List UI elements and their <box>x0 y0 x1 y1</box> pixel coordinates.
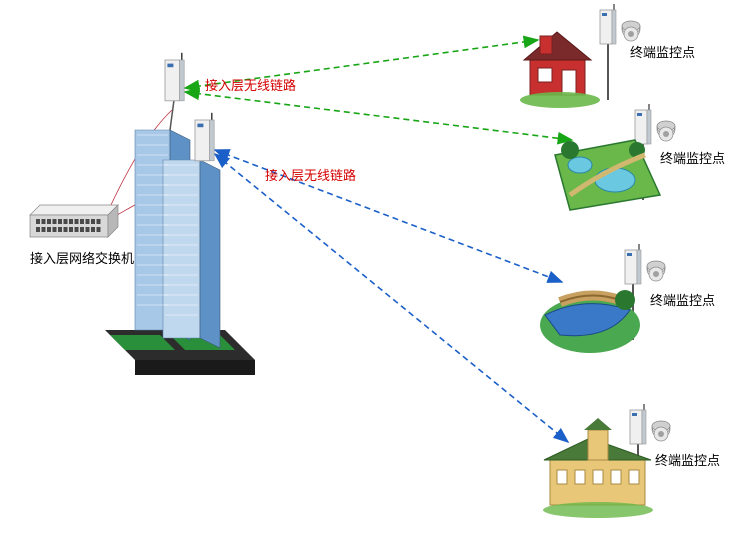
endpoint-1 <box>520 4 640 108</box>
wireless-links-blue <box>215 150 568 442</box>
switch-label: 接入层网络交换机 <box>30 248 134 267</box>
endpoint-label-4: 终端监控点 <box>655 450 720 469</box>
blue-link-label: 接入层无线链路 <box>265 165 356 184</box>
central-building <box>105 100 255 375</box>
endpoint-label-1: 终端监控点 <box>630 42 695 61</box>
endpoint-3 <box>540 244 665 353</box>
endpoint-label-2: 终端监控点 <box>660 148 725 167</box>
green-link-label: 接入层无线链路 <box>205 75 296 94</box>
endpoint-4 <box>543 404 670 518</box>
endpoint-2 <box>555 104 675 210</box>
access-point-2 <box>195 113 214 161</box>
network-switch <box>30 205 118 237</box>
access-point-1 <box>165 53 184 101</box>
diagram-canvas <box>0 0 750 552</box>
cable-links <box>105 110 202 222</box>
endpoint-label-3: 终端监控点 <box>650 290 715 309</box>
